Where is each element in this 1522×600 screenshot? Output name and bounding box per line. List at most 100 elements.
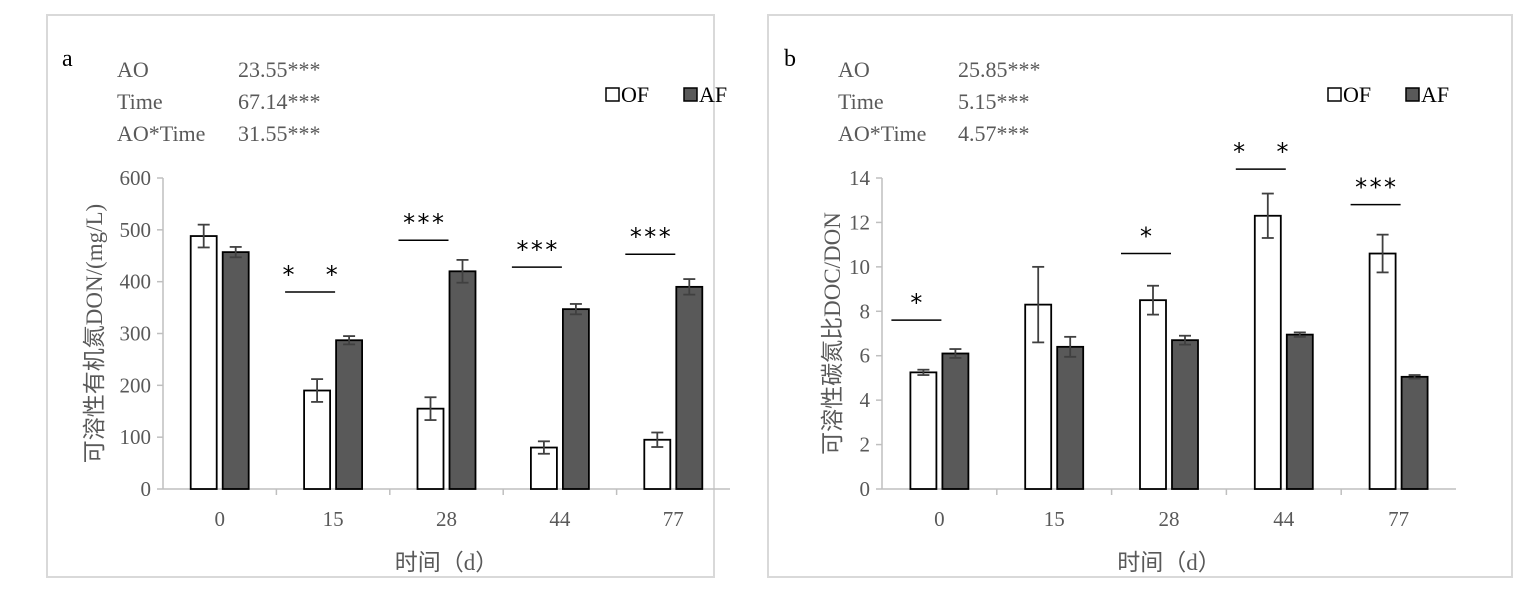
stats-name: AO*Time: [117, 121, 205, 146]
y-tick-label: 400: [120, 270, 152, 294]
x-axis-title: 时间（d）: [1117, 550, 1221, 575]
error-bar-OF-77: [651, 431, 664, 448]
y-tick-label: 4: [860, 388, 871, 412]
bar-OF-28: [1139, 299, 1167, 490]
y-tick-label: 0: [860, 477, 871, 501]
legend-swatch-OF: [605, 87, 620, 102]
bar-AF-28: [448, 270, 477, 490]
y-tick-label: 600: [120, 166, 152, 190]
chart-panel-a: a AO 23.55*** Time 67.14*** AO*Time 31.55*** OF…: [46, 14, 730, 578]
stats-value: 31.55***: [238, 121, 321, 146]
bar-OF-0: [909, 371, 938, 490]
stats-name: AO*Time: [838, 121, 926, 146]
bar-AF-0: [221, 251, 250, 490]
stats-value: 23.55***: [238, 57, 321, 82]
error-bar-OF-28: [424, 396, 437, 421]
y-tick-label: 12: [849, 210, 870, 234]
panel-label: a: [62, 46, 73, 72]
significance-label: ***: [402, 209, 445, 237]
error-bar-OF-44: [1261, 192, 1274, 239]
y-tick-label: 0: [141, 477, 152, 501]
error-bar-OF-0: [917, 368, 930, 376]
error-bar-AF-28: [1179, 334, 1191, 346]
significance-label: ***: [629, 223, 672, 251]
y-tick-label: 500: [120, 218, 152, 242]
x-tick-label: 77: [663, 507, 684, 531]
error-bar-AF-15: [1064, 335, 1077, 358]
panel-label: b: [784, 46, 796, 72]
y-tick-label: 300: [120, 322, 152, 346]
x-tick-label: 0: [934, 507, 945, 531]
error-bar-AF-28: [456, 258, 469, 284]
bar-OF-77: [643, 438, 672, 490]
x-tick-label: 15: [323, 507, 344, 531]
stats-name: AO: [838, 57, 870, 82]
error-bar-AF-0: [229, 246, 242, 259]
stats-name: AO: [117, 57, 149, 82]
legend: OF AF: [1327, 82, 1449, 107]
error-bar-OF-15: [1032, 265, 1045, 344]
bar-OF-77: [1368, 252, 1397, 490]
legend-label-AF: AF: [1421, 82, 1449, 107]
y-tick-label: 200: [120, 373, 152, 397]
error-bar-OF-28: [1147, 284, 1159, 316]
y-tick-label: 100: [120, 425, 152, 449]
bar-AF-0: [941, 352, 970, 490]
legend-label-AF: AF: [699, 82, 727, 107]
significance-label: * *: [1232, 138, 1290, 166]
error-bar-OF-15: [311, 378, 324, 403]
chart-panel-b: b AO 25.85*** Time 5.15*** AO*Time 4.57*** OF AF…: [767, 14, 1513, 578]
legend-label-OF: OF: [1343, 82, 1371, 107]
stats-value: 5.15***: [958, 89, 1030, 114]
y-tick-label: 2: [860, 433, 871, 457]
bar-OF-0: [189, 235, 218, 490]
significance-label: * *: [281, 261, 339, 289]
error-bar-AF-77: [683, 278, 696, 296]
bar-AF-44: [1285, 333, 1314, 490]
x-axis-title: 时间（d）: [395, 550, 499, 575]
stats-name: Time: [117, 89, 163, 114]
bar-AF-77: [1400, 375, 1429, 490]
bar-AF-44: [562, 308, 590, 490]
x-tick-label: 0: [214, 507, 225, 531]
significance-label: ***: [515, 236, 558, 264]
bar-OF-44: [1253, 214, 1282, 490]
panel-border: [46, 14, 715, 578]
error-bar-OF-44: [537, 440, 550, 455]
legend-swatch-AF: [1405, 87, 1420, 102]
error-bar-AF-44: [569, 303, 582, 316]
error-bar-AF-44: [1293, 331, 1306, 338]
bar-AF-28: [1171, 339, 1199, 490]
x-tick-label: 15: [1044, 507, 1065, 531]
error-bar-AF-15: [343, 335, 356, 346]
bar-OF-15: [303, 389, 332, 490]
bar-AF-77: [675, 285, 704, 490]
error-bar-AF-77: [1408, 374, 1421, 380]
stats-name: Time: [838, 89, 884, 114]
legend-swatch-OF: [1327, 87, 1342, 102]
stats-value: 67.14***: [238, 89, 321, 114]
stats-value: 25.85***: [958, 57, 1041, 82]
error-bar-OF-77: [1376, 233, 1389, 274]
y-tick-label: 8: [860, 299, 871, 323]
x-tick-label: 77: [1388, 507, 1409, 531]
x-tick-label: 44: [1273, 507, 1295, 531]
error-bar-OF-0: [197, 223, 210, 249]
significance-label: *: [909, 289, 923, 317]
legend: OF AF: [605, 82, 727, 107]
legend-swatch-AF: [683, 87, 698, 102]
y-axis-title: 可溶性有机氮DON/(mg/L): [82, 204, 107, 463]
x-tick-label: 28: [436, 507, 457, 531]
bar-AF-15: [335, 339, 364, 490]
significance-label: *: [1139, 223, 1153, 251]
y-tick-label: 10: [849, 255, 870, 279]
x-tick-label: 28: [1159, 507, 1180, 531]
error-bar-AF-0: [949, 348, 962, 359]
y-tick-label: 6: [860, 344, 871, 368]
y-axis-title: 可溶性碳氮比DOC/DON: [820, 212, 845, 455]
legend-label-OF: OF: [621, 82, 649, 107]
stats-value: 4.57***: [958, 121, 1030, 146]
significance-label: ***: [1354, 174, 1397, 202]
bar-AF-15: [1056, 345, 1085, 490]
